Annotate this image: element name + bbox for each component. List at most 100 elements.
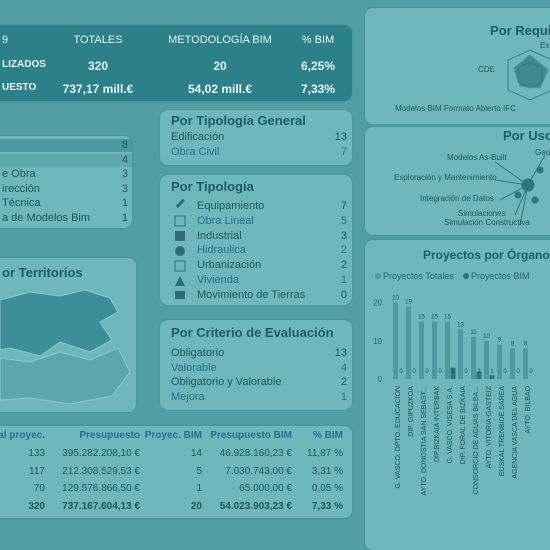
data-label: 15 xyxy=(431,315,438,321)
usos-panel xyxy=(365,127,550,235)
cell: 0,05 % xyxy=(311,483,343,494)
panel-title: Por Uso xyxy=(503,128,550,143)
row-value: 5 xyxy=(340,214,347,227)
bar xyxy=(476,371,482,379)
row-label: Obligatorio y Valorable xyxy=(171,376,282,389)
row-label: a de Modelos Bim xyxy=(2,211,91,224)
cell: UESTO xyxy=(2,82,37,93)
row-highlight xyxy=(0,153,132,167)
panel-title: Por Tipología xyxy=(171,179,254,194)
legend-marker xyxy=(375,273,381,279)
data-label: 8 xyxy=(511,341,515,347)
row-value: 2 xyxy=(340,259,347,272)
row-label: Hidraulica xyxy=(197,244,246,257)
bar xyxy=(523,348,528,379)
row-value: 1 xyxy=(340,390,347,403)
bar xyxy=(471,337,476,379)
cell: 129.576.866,50 € xyxy=(62,483,140,494)
cell: 6,25% xyxy=(300,59,336,73)
header-cell: tal proyec. xyxy=(0,430,45,441)
x-tick-label: DIP.BIZKAIA INTERBAK xyxy=(434,386,441,462)
panel-title: or Territorios xyxy=(2,265,83,280)
header-cell: 9 xyxy=(2,34,9,46)
cell: LIZADOS xyxy=(2,59,46,70)
data-label: 10 xyxy=(483,334,490,340)
row-label: Valorable xyxy=(171,361,217,374)
row-label: irección xyxy=(2,182,40,195)
row-label: Vivienda xyxy=(197,274,239,286)
cell: 117 xyxy=(29,465,45,477)
tipologia-general-panel xyxy=(160,110,352,165)
header-cell: % BIM xyxy=(313,430,343,441)
row-label: Obra Civil xyxy=(171,146,220,158)
legend-label: Proyectos BIM xyxy=(471,271,530,281)
summary-panel xyxy=(0,25,352,101)
cell: 3,31 % xyxy=(311,465,343,477)
data-label: 0 xyxy=(438,369,442,375)
row-highlight xyxy=(0,139,132,152)
axis-label: Ex xyxy=(540,41,550,50)
bar xyxy=(489,375,495,379)
panel-title: Por Criterio de Evaluación xyxy=(171,325,334,340)
row-value: 7 xyxy=(340,146,347,158)
panel-title: Por Requi xyxy=(490,23,550,38)
cell: 65.000,00 € xyxy=(239,483,292,494)
x-tick-label: AYTO. VITORIA-GASTEIZ xyxy=(486,385,493,468)
row-value: 1 xyxy=(121,197,128,209)
map-shape xyxy=(0,347,131,405)
node-label: Simulación Constructiva xyxy=(444,218,530,227)
criterio-panel xyxy=(160,320,352,410)
row-label: Obra Lineal xyxy=(197,214,254,227)
cell: 5 xyxy=(196,465,202,477)
row-label: Equipamiento xyxy=(197,200,265,212)
bar xyxy=(419,321,424,379)
organo-panel xyxy=(365,240,550,550)
cell: 46.928.160,23 € xyxy=(219,448,292,459)
y-tick-label: 10 xyxy=(373,337,382,346)
header-cell: Proyec. BIM xyxy=(144,430,202,441)
row-value: 7 xyxy=(340,200,347,212)
x-tick-label: G. VASCO. VISESA S.A. xyxy=(447,386,454,463)
cell: 54.023.903,23 € xyxy=(219,500,292,512)
row-value: 13 xyxy=(334,347,347,359)
node-label: Modelos As-Built xyxy=(447,153,507,162)
header-cell: Presupuesto BIM xyxy=(210,430,292,441)
bar xyxy=(406,306,411,379)
row-value: 3 xyxy=(121,168,128,180)
row-value: 0 xyxy=(340,288,347,301)
data-label: 20 xyxy=(392,296,399,302)
data-label: 0 xyxy=(516,369,520,375)
row-value: 2 xyxy=(340,376,347,389)
data-label: 13 xyxy=(457,322,464,328)
row-label: Industrial xyxy=(197,229,242,242)
y-tick-label: 20 xyxy=(373,299,382,308)
network xyxy=(494,154,546,226)
data-label: 0 xyxy=(399,369,403,375)
header-cell: Presupuesto xyxy=(79,430,140,441)
cell: 737,17 mill.€ xyxy=(62,82,134,96)
row-value: 3 xyxy=(121,182,128,195)
cell: 737.167.604,13 € xyxy=(62,500,140,512)
map-shape xyxy=(0,289,119,357)
cell: 395.282.208,10 € xyxy=(62,448,140,459)
data-label: 19 xyxy=(405,299,412,305)
row-label: Obligatorio xyxy=(171,347,225,359)
bar xyxy=(432,321,437,379)
data-label: 0 xyxy=(464,369,468,375)
header-cell: % BIM xyxy=(301,34,335,46)
cell: 20 xyxy=(213,59,227,73)
data-label: 8 xyxy=(524,341,528,347)
bar xyxy=(510,348,515,379)
cell: 70 xyxy=(33,483,45,494)
x-tick-label: G. VASCO. DPTO. EDUCACIÓN xyxy=(393,386,402,488)
row-value: 2 xyxy=(340,244,347,257)
row-value: 8 xyxy=(121,139,128,151)
x-tick-label: DIP. FORAL DE BIZKAIA xyxy=(460,386,467,465)
bar xyxy=(484,340,489,379)
bar xyxy=(497,344,502,379)
header-cell: TOTALES xyxy=(73,34,123,46)
bar xyxy=(393,302,398,379)
cell: 320 xyxy=(28,500,45,512)
legend-label: Proyectos Totales xyxy=(383,271,454,281)
